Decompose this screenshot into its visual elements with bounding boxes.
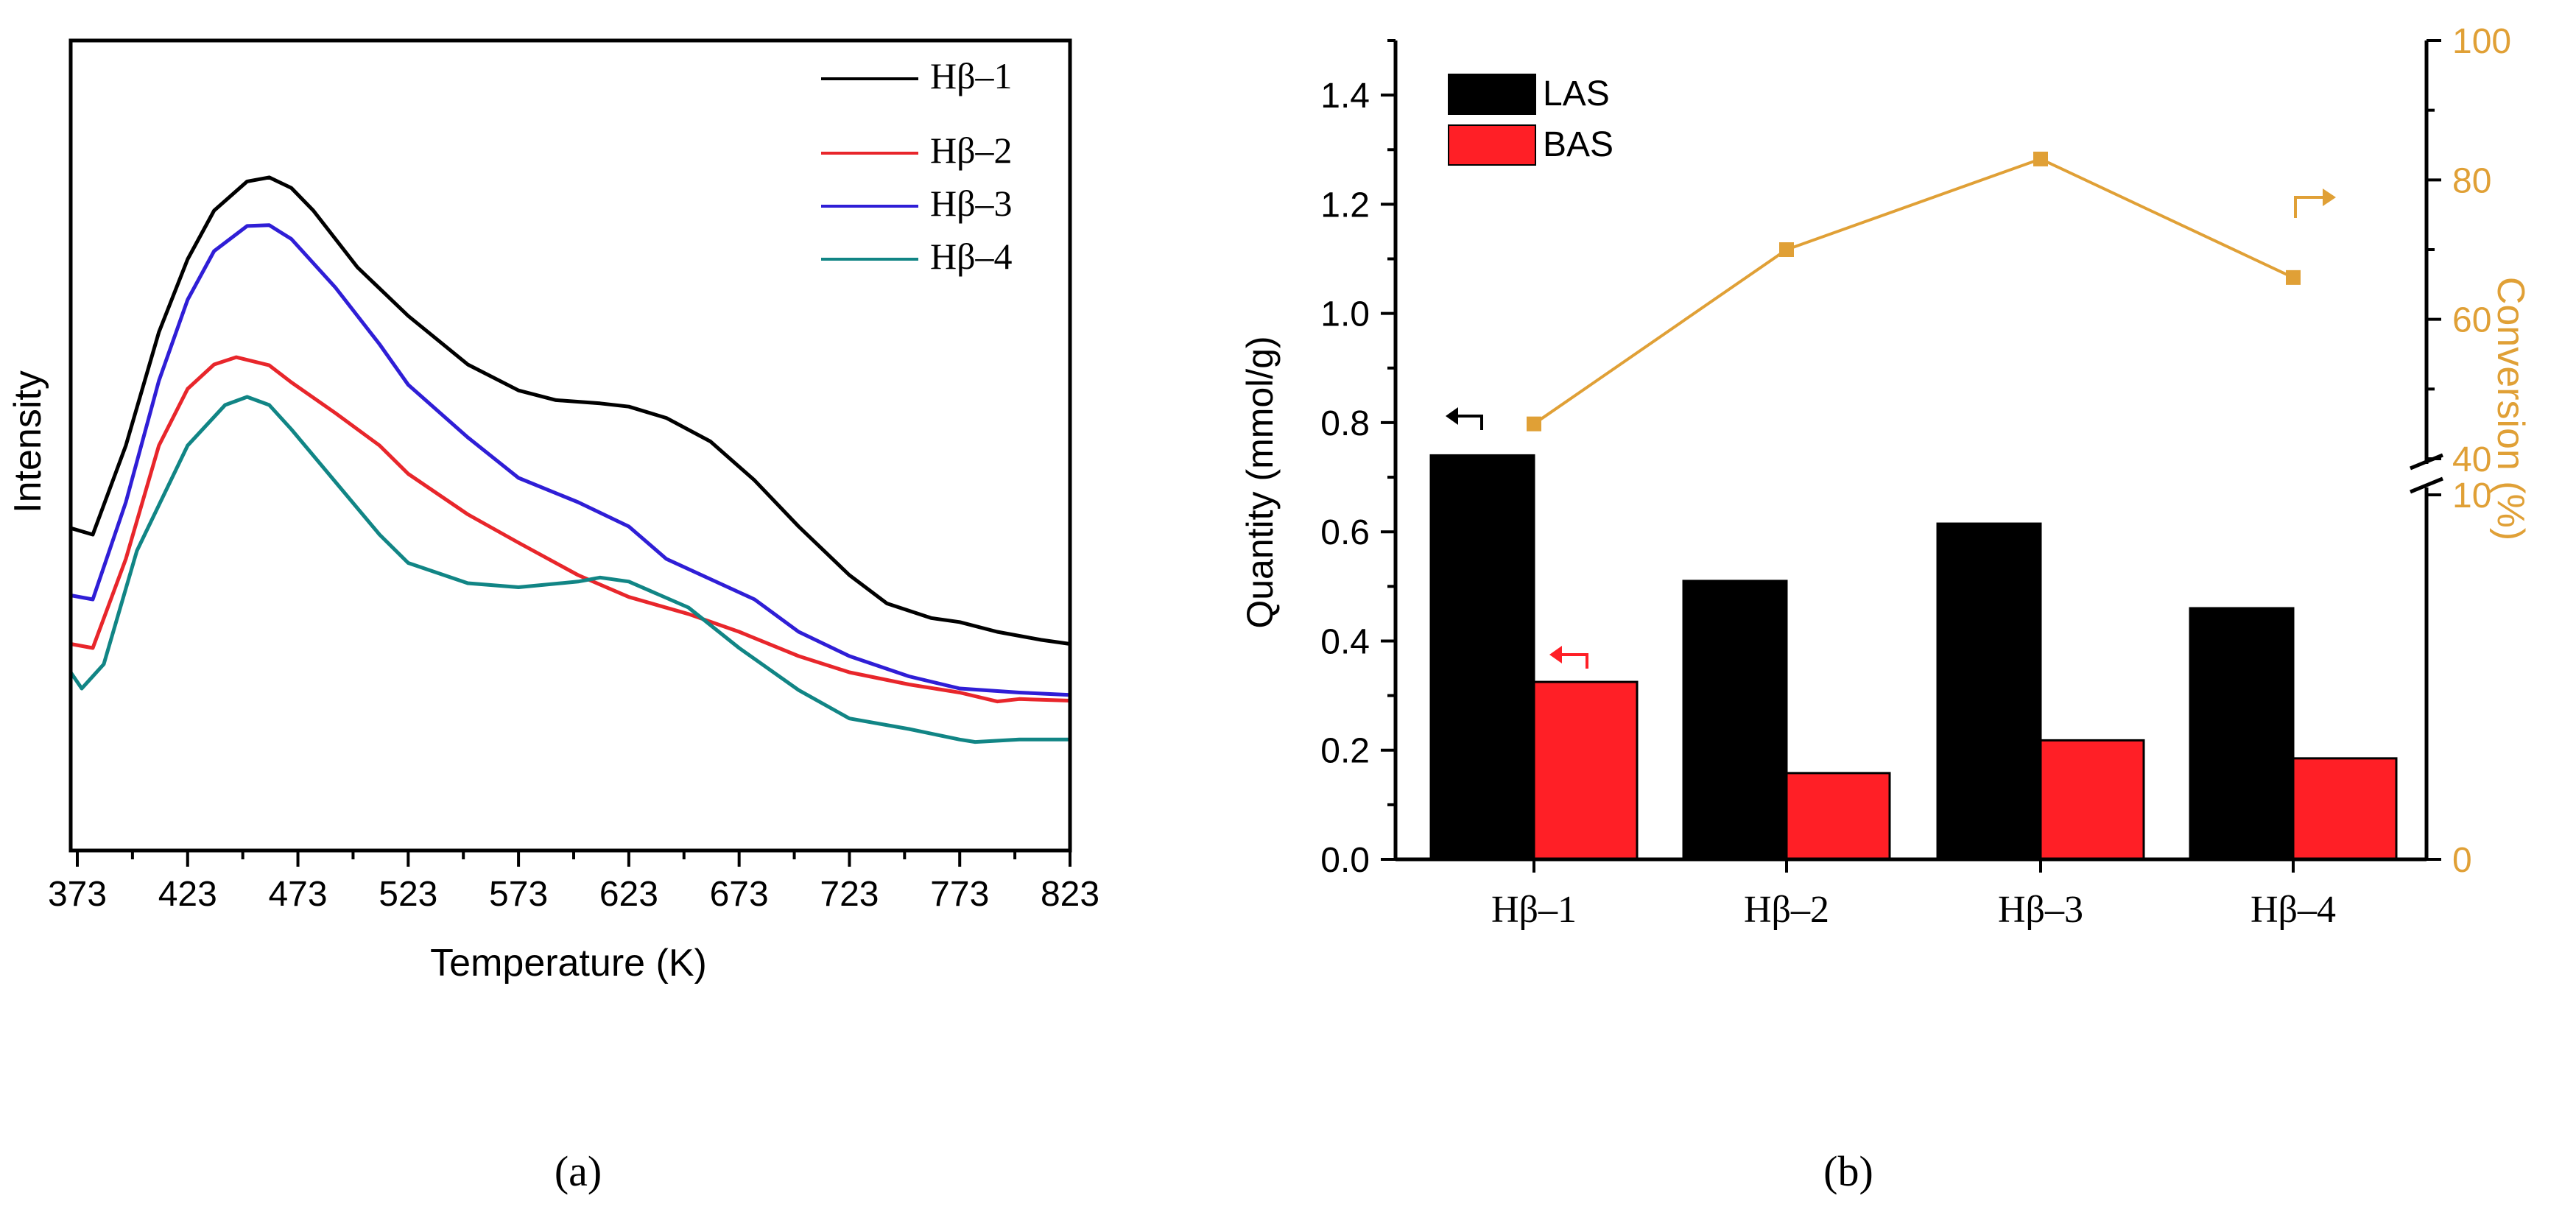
panel-a-y-axis-label: Intensity xyxy=(7,370,49,513)
y-tick-label: 0.4 xyxy=(1320,622,1370,661)
las-axis-arrow xyxy=(1446,407,1483,430)
axis-break-mark xyxy=(2410,476,2443,494)
panel-b-bars-group xyxy=(1429,454,2398,861)
conversion-marker xyxy=(1779,242,1794,257)
panel-b-bar-chart: 0.0 0.2 0.4 0.6 0.8 1.0 1.2 1.4 Hβ–1 Hβ–2 Hβ–3 Hβ–4… xyxy=(1239,22,2532,1195)
right-tick-label: 10 xyxy=(2452,476,2491,515)
legend-label-las: LAS xyxy=(1543,74,1610,113)
panel-a-plot-frame xyxy=(68,38,1072,853)
legend-label-bas: BAS xyxy=(1543,125,1613,164)
y-tick-label: 0.0 xyxy=(1320,841,1370,880)
panel-a-line-chart: 373 423 473 523 573 623 673 723 773 823 Hβ–1 Hβ–2… xyxy=(7,38,1099,1195)
right-tick-label: 60 xyxy=(2452,301,2491,340)
panel-a-label: (a) xyxy=(555,1147,602,1195)
conversion-axis-arrow xyxy=(2294,189,2336,218)
panel-b-conversion-group xyxy=(1527,151,2301,432)
right-tick-label: 40 xyxy=(2452,440,2491,479)
y-tick-label: 0.6 xyxy=(1320,513,1370,552)
bar-bas xyxy=(1785,772,1891,861)
conversion-marker xyxy=(2033,151,2048,166)
right-tick-label: 80 xyxy=(2452,161,2491,200)
legend-swatch-bas xyxy=(1448,124,1536,166)
category-label: Hβ–3 xyxy=(1998,889,2083,931)
bar-bas xyxy=(1532,680,1639,861)
y-tick-label: 1.0 xyxy=(1320,295,1370,334)
y-tick-label: 1.4 xyxy=(1320,77,1370,116)
y-tick-label: 0.8 xyxy=(1320,404,1370,443)
panel-a-x-axis-label: Temperature (K) xyxy=(430,942,707,985)
right-tick-label: 100 xyxy=(2452,22,2511,61)
x-tick-label: 673 xyxy=(710,875,769,914)
curve-h4 xyxy=(68,395,1070,744)
panel-a-legend: Hβ–1 Hβ–2 Hβ–3 Hβ–4 xyxy=(821,55,1013,277)
panel-b-right-axis-label: Conversion (%) xyxy=(2489,277,2532,540)
legend-label-h4: Hβ–4 xyxy=(930,236,1013,277)
legend-label-h2: Hβ–2 xyxy=(930,130,1013,171)
bar-las xyxy=(1682,580,1788,861)
x-tick-label: 723 xyxy=(820,875,879,914)
bas-axis-arrow xyxy=(1549,646,1588,669)
right-tick-label: 0 xyxy=(2452,841,2472,880)
legend-label-h3: Hβ–3 xyxy=(930,183,1013,224)
category-label: Hβ–2 xyxy=(1744,889,1829,931)
legend-swatch-las xyxy=(1448,74,1536,115)
panel-a-series-group xyxy=(68,175,1071,744)
panel-b-legend: LAS BAS xyxy=(1448,74,1613,166)
bar-las xyxy=(2189,607,2295,861)
bar-las xyxy=(1936,522,2042,861)
curve-h2 xyxy=(70,355,1071,704)
category-label: Hβ–4 xyxy=(2251,889,2336,931)
legend-label-h1: Hβ–1 xyxy=(930,55,1013,96)
x-tick-label: 823 xyxy=(1041,875,1099,914)
bar-bas xyxy=(2292,757,2398,861)
x-tick-label: 423 xyxy=(158,875,217,914)
x-tick-label: 473 xyxy=(268,875,327,914)
category-label: Hβ–1 xyxy=(1491,889,1577,931)
bar-bas xyxy=(2039,739,2145,861)
x-tick-label: 623 xyxy=(599,875,658,914)
y-tick-label: 0.2 xyxy=(1320,732,1370,771)
conversion-marker xyxy=(1527,416,1541,432)
curve-h1 xyxy=(70,175,1071,646)
conversion-line xyxy=(1532,157,2294,426)
panel-a-x-axis: 373 423 473 523 573 623 673 723 773 823 xyxy=(48,850,1099,914)
y-tick-label: 1.2 xyxy=(1320,186,1370,225)
panel-b-axes: 0.0 0.2 0.4 0.6 0.8 1.0 1.2 1.4 Hβ–1 Hβ–2 Hβ–3 Hβ–4… xyxy=(1320,22,2511,931)
x-tick-label: 773 xyxy=(930,875,989,914)
panel-b-y-axis-label: Quantity (mmol/g) xyxy=(1239,336,1281,628)
x-tick-label: 373 xyxy=(48,875,107,914)
bar-las xyxy=(1429,454,1535,861)
x-tick-label: 573 xyxy=(489,875,548,914)
panel-b-label: (b) xyxy=(1823,1147,1873,1195)
curve-h3 xyxy=(70,223,1071,697)
conversion-marker xyxy=(2286,270,2301,285)
x-tick-label: 523 xyxy=(379,875,437,914)
